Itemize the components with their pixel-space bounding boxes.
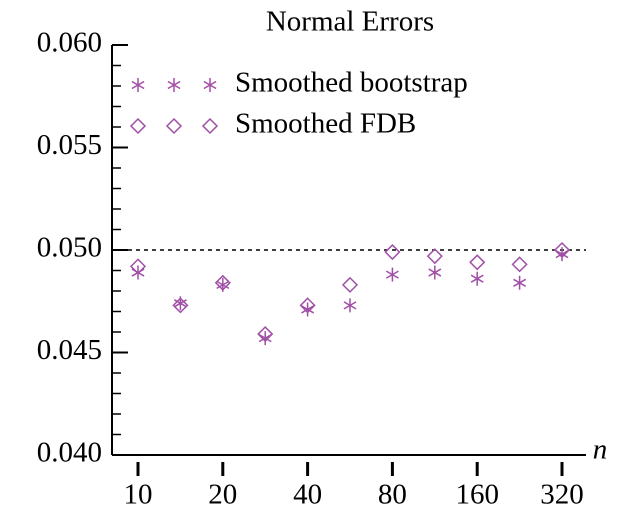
x-axis-label: n bbox=[593, 434, 608, 466]
legend-marker bbox=[201, 117, 219, 135]
point bbox=[129, 258, 147, 275]
legend-marker bbox=[203, 78, 217, 92]
point bbox=[469, 254, 486, 271]
point bbox=[299, 297, 316, 314]
chart-title: Normal Errors bbox=[266, 6, 434, 38]
point bbox=[470, 271, 484, 286]
point bbox=[172, 297, 189, 314]
legend-label: Smoothed bootstrap bbox=[235, 67, 468, 99]
x-tick-label: 80 bbox=[378, 479, 407, 511]
point bbox=[301, 302, 315, 317]
legend-label: Smoothed FDB bbox=[235, 108, 416, 140]
point bbox=[343, 298, 357, 313]
point bbox=[553, 241, 571, 259]
y-tick-label: 0.040 bbox=[37, 437, 102, 469]
y-tick-label: 0.050 bbox=[37, 232, 102, 264]
x-tick-label: 160 bbox=[455, 479, 499, 511]
point bbox=[214, 274, 231, 291]
x-tick-label: 320 bbox=[540, 479, 584, 511]
legend-marker bbox=[131, 78, 145, 92]
y-tick-label: 0.060 bbox=[37, 27, 102, 59]
x-tick-label: 40 bbox=[293, 479, 322, 511]
point bbox=[384, 243, 401, 261]
x-tick-label: 20 bbox=[208, 479, 237, 511]
y-tick-label: 0.055 bbox=[37, 129, 102, 161]
point bbox=[385, 267, 399, 282]
point bbox=[513, 275, 527, 290]
point bbox=[428, 265, 442, 280]
y-tick-label: 0.045 bbox=[37, 334, 102, 366]
point bbox=[555, 247, 569, 262]
legend-marker bbox=[165, 117, 183, 135]
x-tick-label: 10 bbox=[124, 479, 153, 511]
legend-marker bbox=[167, 78, 181, 92]
point bbox=[257, 325, 274, 343]
point bbox=[426, 248, 443, 265]
point bbox=[258, 331, 272, 346]
legend-marker bbox=[129, 117, 147, 135]
point bbox=[511, 256, 528, 273]
point bbox=[341, 276, 359, 293]
